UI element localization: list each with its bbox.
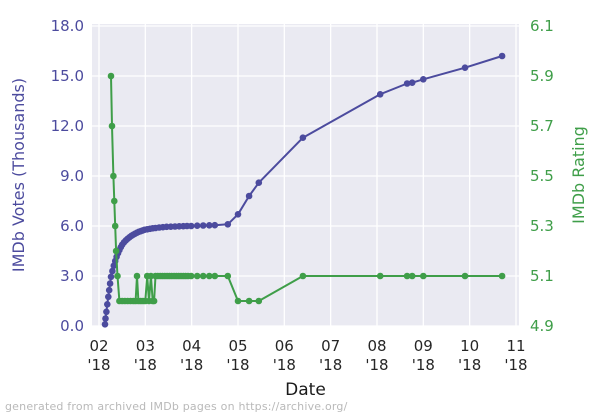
x-tick-year: '18 [458,356,481,374]
x-axis-ticklabels: 02'1803'1804'1805'1806'1807'1808'1809'18… [87,337,527,374]
y-axis-left-ticklabels: 0.0 3.0 6.0 9.0 12.0 15.0 18.0 [51,17,84,335]
rating-series [107,72,506,305]
rating-marker [133,272,141,280]
y-left-tick-label: 12.0 [51,117,84,135]
x-axis-title: Date [285,380,326,400]
rating-marker [187,272,195,280]
rating-marker [408,272,416,280]
y-left-tick-label: 3.0 [60,267,84,285]
votes-marker [403,80,411,87]
y-right-tick-label: 5.9 [530,67,554,85]
rating-marker [108,122,116,130]
rating-marker [245,297,253,305]
rating-marker [147,272,155,280]
y-axis-right-ticklabels: 4.9 5.1 5.3 5.5 5.7 5.9 6.1 [530,17,554,335]
rating-marker [150,297,158,305]
rating-marker [193,272,201,280]
votes-marker [498,52,506,60]
votes-marker [461,64,469,71]
x-tick-year: '18 [226,356,249,374]
votes-marker [105,286,113,294]
x-tick-year: '18 [504,356,527,374]
rating-marker [403,272,411,280]
votes-marker [211,221,219,229]
y-right-tick-label: 6.1 [530,17,554,35]
votes-marker [106,280,114,287]
rating-marker [299,272,307,280]
votes-marker [105,293,112,301]
y-axis-right-title: IMDb Rating [569,126,588,224]
rating-marker [112,247,120,255]
x-tick-month: 08 [367,337,386,355]
votes-marker [101,321,109,328]
x-tick-year: '18 [134,356,157,374]
rating-marker [461,272,469,280]
rating-marker [255,297,263,305]
votes-marker [107,273,115,281]
rating-marker [224,272,232,280]
x-tick-month: 11 [506,337,525,355]
votes-marker [187,222,195,230]
x-tick-month: 10 [460,337,479,355]
rating-marker [111,222,119,230]
rating-marker [211,272,219,280]
votes-series [101,52,506,328]
x-tick-month: 02 [89,337,108,355]
x-tick-year: '18 [180,356,203,374]
votes-marker [255,179,263,186]
y-left-tick-label: 0.0 [60,317,84,335]
x-tick-month: 05 [228,337,247,355]
y-left-tick-label: 9.0 [60,167,84,185]
x-tick-year: '18 [87,356,110,374]
x-tick-month: 09 [414,337,433,355]
votes-marker [234,211,242,218]
y-right-tick-label: 4.9 [530,317,554,335]
votes-marker [193,222,201,229]
x-tick-year: '18 [319,356,342,374]
source-note: generated from archived IMDb pages on ht… [5,400,348,413]
x-tick-year: '18 [273,356,296,374]
y-right-tick-label: 5.7 [530,117,554,135]
rating-marker [234,297,242,305]
y-right-tick-label: 5.3 [530,217,554,235]
votes-marker [245,192,253,200]
votes-marker [103,308,110,316]
votes-marker [109,267,116,275]
votes-marker [376,91,384,98]
x-tick-month: 06 [275,337,294,355]
votes-marker [102,315,109,322]
y-right-tick-label: 5.5 [530,167,554,185]
x-tick-month: 04 [182,337,201,355]
y-left-tick-label: 6.0 [60,217,84,235]
rating-marker [376,272,384,280]
rating-marker [114,272,121,280]
rating-marker [206,272,213,280]
x-tick-year: '18 [412,356,435,374]
votes-marker [420,76,427,83]
rating-marker [107,72,115,80]
y-axis-left-title: IMDb Votes (Thousands) [9,78,28,272]
rating-marker [111,197,118,205]
votes-marker [299,134,307,141]
rating-marker [420,272,427,280]
rating-marker [110,172,117,180]
y-left-tick-label: 15.0 [51,67,84,85]
votes-marker [199,222,207,229]
votes-marker [408,79,416,86]
x-tick-year: '18 [365,356,388,374]
rating-marker [498,272,506,280]
y-left-tick-label: 18.0 [51,17,84,35]
votes-marker [224,221,232,228]
y-right-tick-label: 5.1 [530,267,554,285]
rating-marker [199,272,207,280]
x-tick-month: 07 [321,337,340,355]
x-tick-month: 03 [136,337,155,355]
votes-marker [206,222,213,229]
votes-marker [104,301,111,308]
